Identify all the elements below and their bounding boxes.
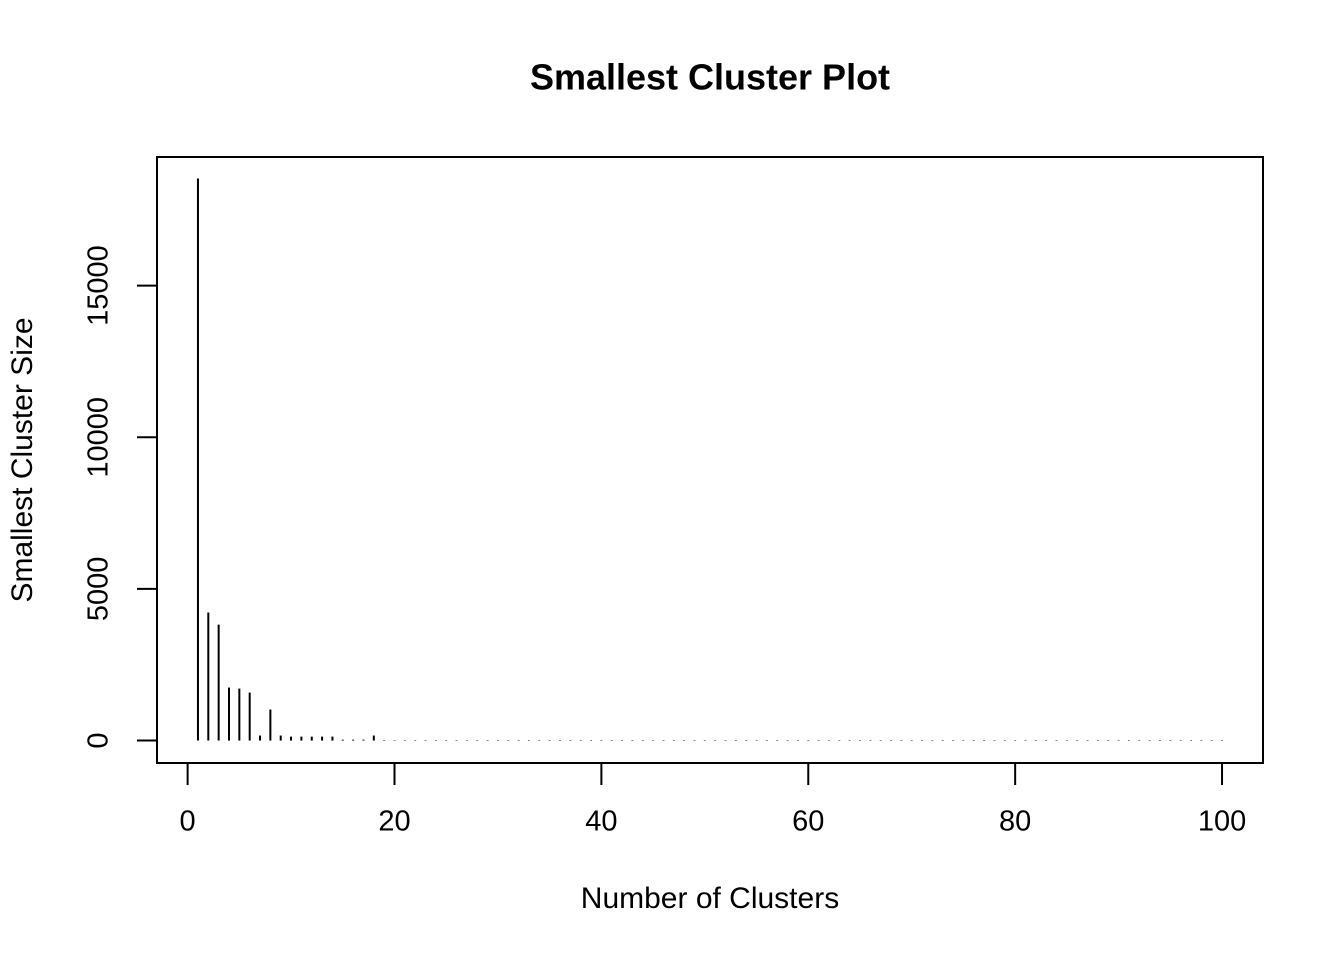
y-tick-label: 0 [83, 732, 115, 748]
y-axis-label: Smallest Cluster Size [6, 317, 39, 602]
x-tick-label: 100 [1198, 806, 1246, 838]
chart-title: Smallest Cluster Plot [530, 57, 890, 98]
x-axis-label: Number of Clusters [581, 882, 839, 915]
x-tick-label: 80 [999, 806, 1031, 838]
x-tick-label: 40 [585, 806, 617, 838]
x-tick-label: 60 [792, 806, 824, 838]
y-tick-label: 15000 [83, 245, 115, 326]
y-tick-label: 10000 [83, 397, 115, 478]
plot-box [156, 156, 1264, 764]
x-tick-label: 0 [180, 806, 196, 838]
x-tick-label: 20 [378, 806, 410, 838]
y-tick-label: 5000 [83, 557, 115, 622]
